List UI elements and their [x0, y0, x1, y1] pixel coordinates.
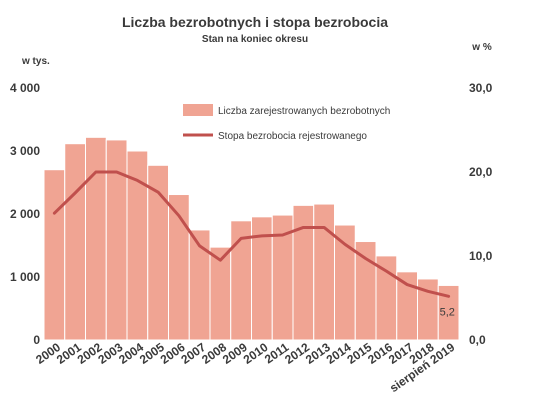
chart-subtitle: Stan na koniec okresu — [202, 34, 308, 45]
legend-label-bars: Liczba zarejestrowanych bezrobotnych — [218, 106, 390, 117]
y-left-unit: w tys. — [21, 56, 50, 67]
bar — [334, 224, 356, 341]
y-left-tick-label: 2 000 — [10, 207, 40, 221]
bar — [43, 169, 66, 341]
bar — [105, 139, 128, 341]
bar — [375, 255, 398, 341]
bar-series — [43, 136, 460, 341]
bar — [85, 136, 107, 341]
bar — [64, 143, 86, 341]
legend-swatch-bars — [183, 104, 213, 116]
y-right-ticks: 0,0 10,0 20,0 30,0 — [469, 81, 493, 347]
bar — [437, 284, 460, 341]
y-right-tick-label: 0,0 — [469, 333, 486, 347]
line-series — [52, 170, 451, 298]
bar — [396, 271, 418, 341]
legend-label-line: Stopa bezrobocia rejestrowanego — [218, 131, 367, 142]
y-left-tick-label: 1 000 — [10, 270, 40, 284]
bar — [292, 204, 315, 341]
y-left-tick-label: 0 — [33, 333, 40, 347]
y-left-ticks: 0 1 000 2 000 3 000 4 000 — [10, 81, 40, 347]
last-value-label: 5,2 — [440, 306, 455, 318]
x-ticks: 2000200120022003200420052006200720082009… — [33, 340, 457, 395]
y-right-unit: w % — [471, 42, 492, 53]
y-right-tick-label: 30,0 — [469, 81, 493, 95]
y-left-tick-label: 4 000 — [10, 81, 40, 95]
bar — [354, 241, 377, 341]
chart-title: Liczba bezrobotnych i stopa bezrobocia — [122, 14, 388, 30]
legend: Liczba zarejestrowanych bezrobotnych Stop… — [183, 104, 390, 142]
y-left-tick-label: 3 000 — [10, 144, 40, 158]
y-right-tick-label: 20,0 — [469, 165, 493, 179]
series-line — [52, 170, 451, 298]
y-right-tick-label: 10,0 — [469, 249, 493, 263]
bar — [313, 203, 335, 341]
